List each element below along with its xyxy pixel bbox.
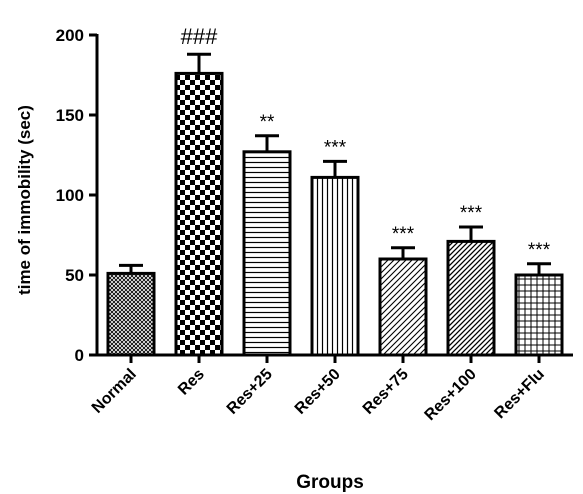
bar (514, 273, 564, 357)
bar (378, 257, 428, 357)
x-tick-label: Res+75 (360, 366, 412, 418)
bar (106, 271, 156, 357)
x-tick-label: Res+50 (292, 366, 344, 418)
x-axis: Normal Res Res+25 Res+50 Res+75 Res+100 Res+Fl… (89, 353, 573, 424)
bar (242, 150, 292, 357)
significance-marker: ### (181, 24, 218, 49)
y-tick-label: 100 (56, 186, 84, 205)
significance-annotations: ###************** (181, 24, 551, 261)
bars (106, 71, 564, 357)
x-tick-label: Res+Flu (491, 366, 547, 422)
significance-marker: *** (392, 224, 415, 245)
y-axis-label: time of immobility (sec) (15, 105, 34, 295)
y-tick-label: 50 (65, 266, 84, 285)
x-tick-label: Normal (89, 366, 140, 417)
x-tick-label: Res (175, 366, 208, 399)
significance-marker: *** (528, 240, 551, 261)
bar (310, 175, 360, 357)
y-tick-label: 200 (56, 26, 84, 45)
x-axis-label: Groups (296, 472, 364, 493)
bar (446, 239, 496, 357)
x-tick-label: Res+25 (224, 366, 276, 418)
y-axis: 0 50 100 150 200 (56, 26, 99, 365)
significance-marker: ** (260, 112, 275, 133)
significance-marker: *** (324, 137, 347, 158)
y-tick-label: 150 (56, 106, 84, 125)
significance-marker: *** (460, 203, 483, 224)
x-tick-label: Res+100 (422, 366, 480, 424)
error-bars (119, 52, 551, 275)
bar (174, 71, 224, 357)
y-tick-label: 0 (75, 346, 84, 365)
